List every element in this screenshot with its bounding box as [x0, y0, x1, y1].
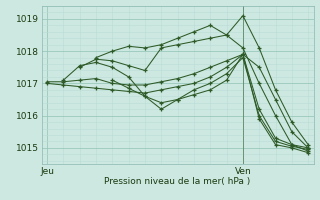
X-axis label: Pression niveau de la mer( hPa ): Pression niveau de la mer( hPa )	[104, 177, 251, 186]
